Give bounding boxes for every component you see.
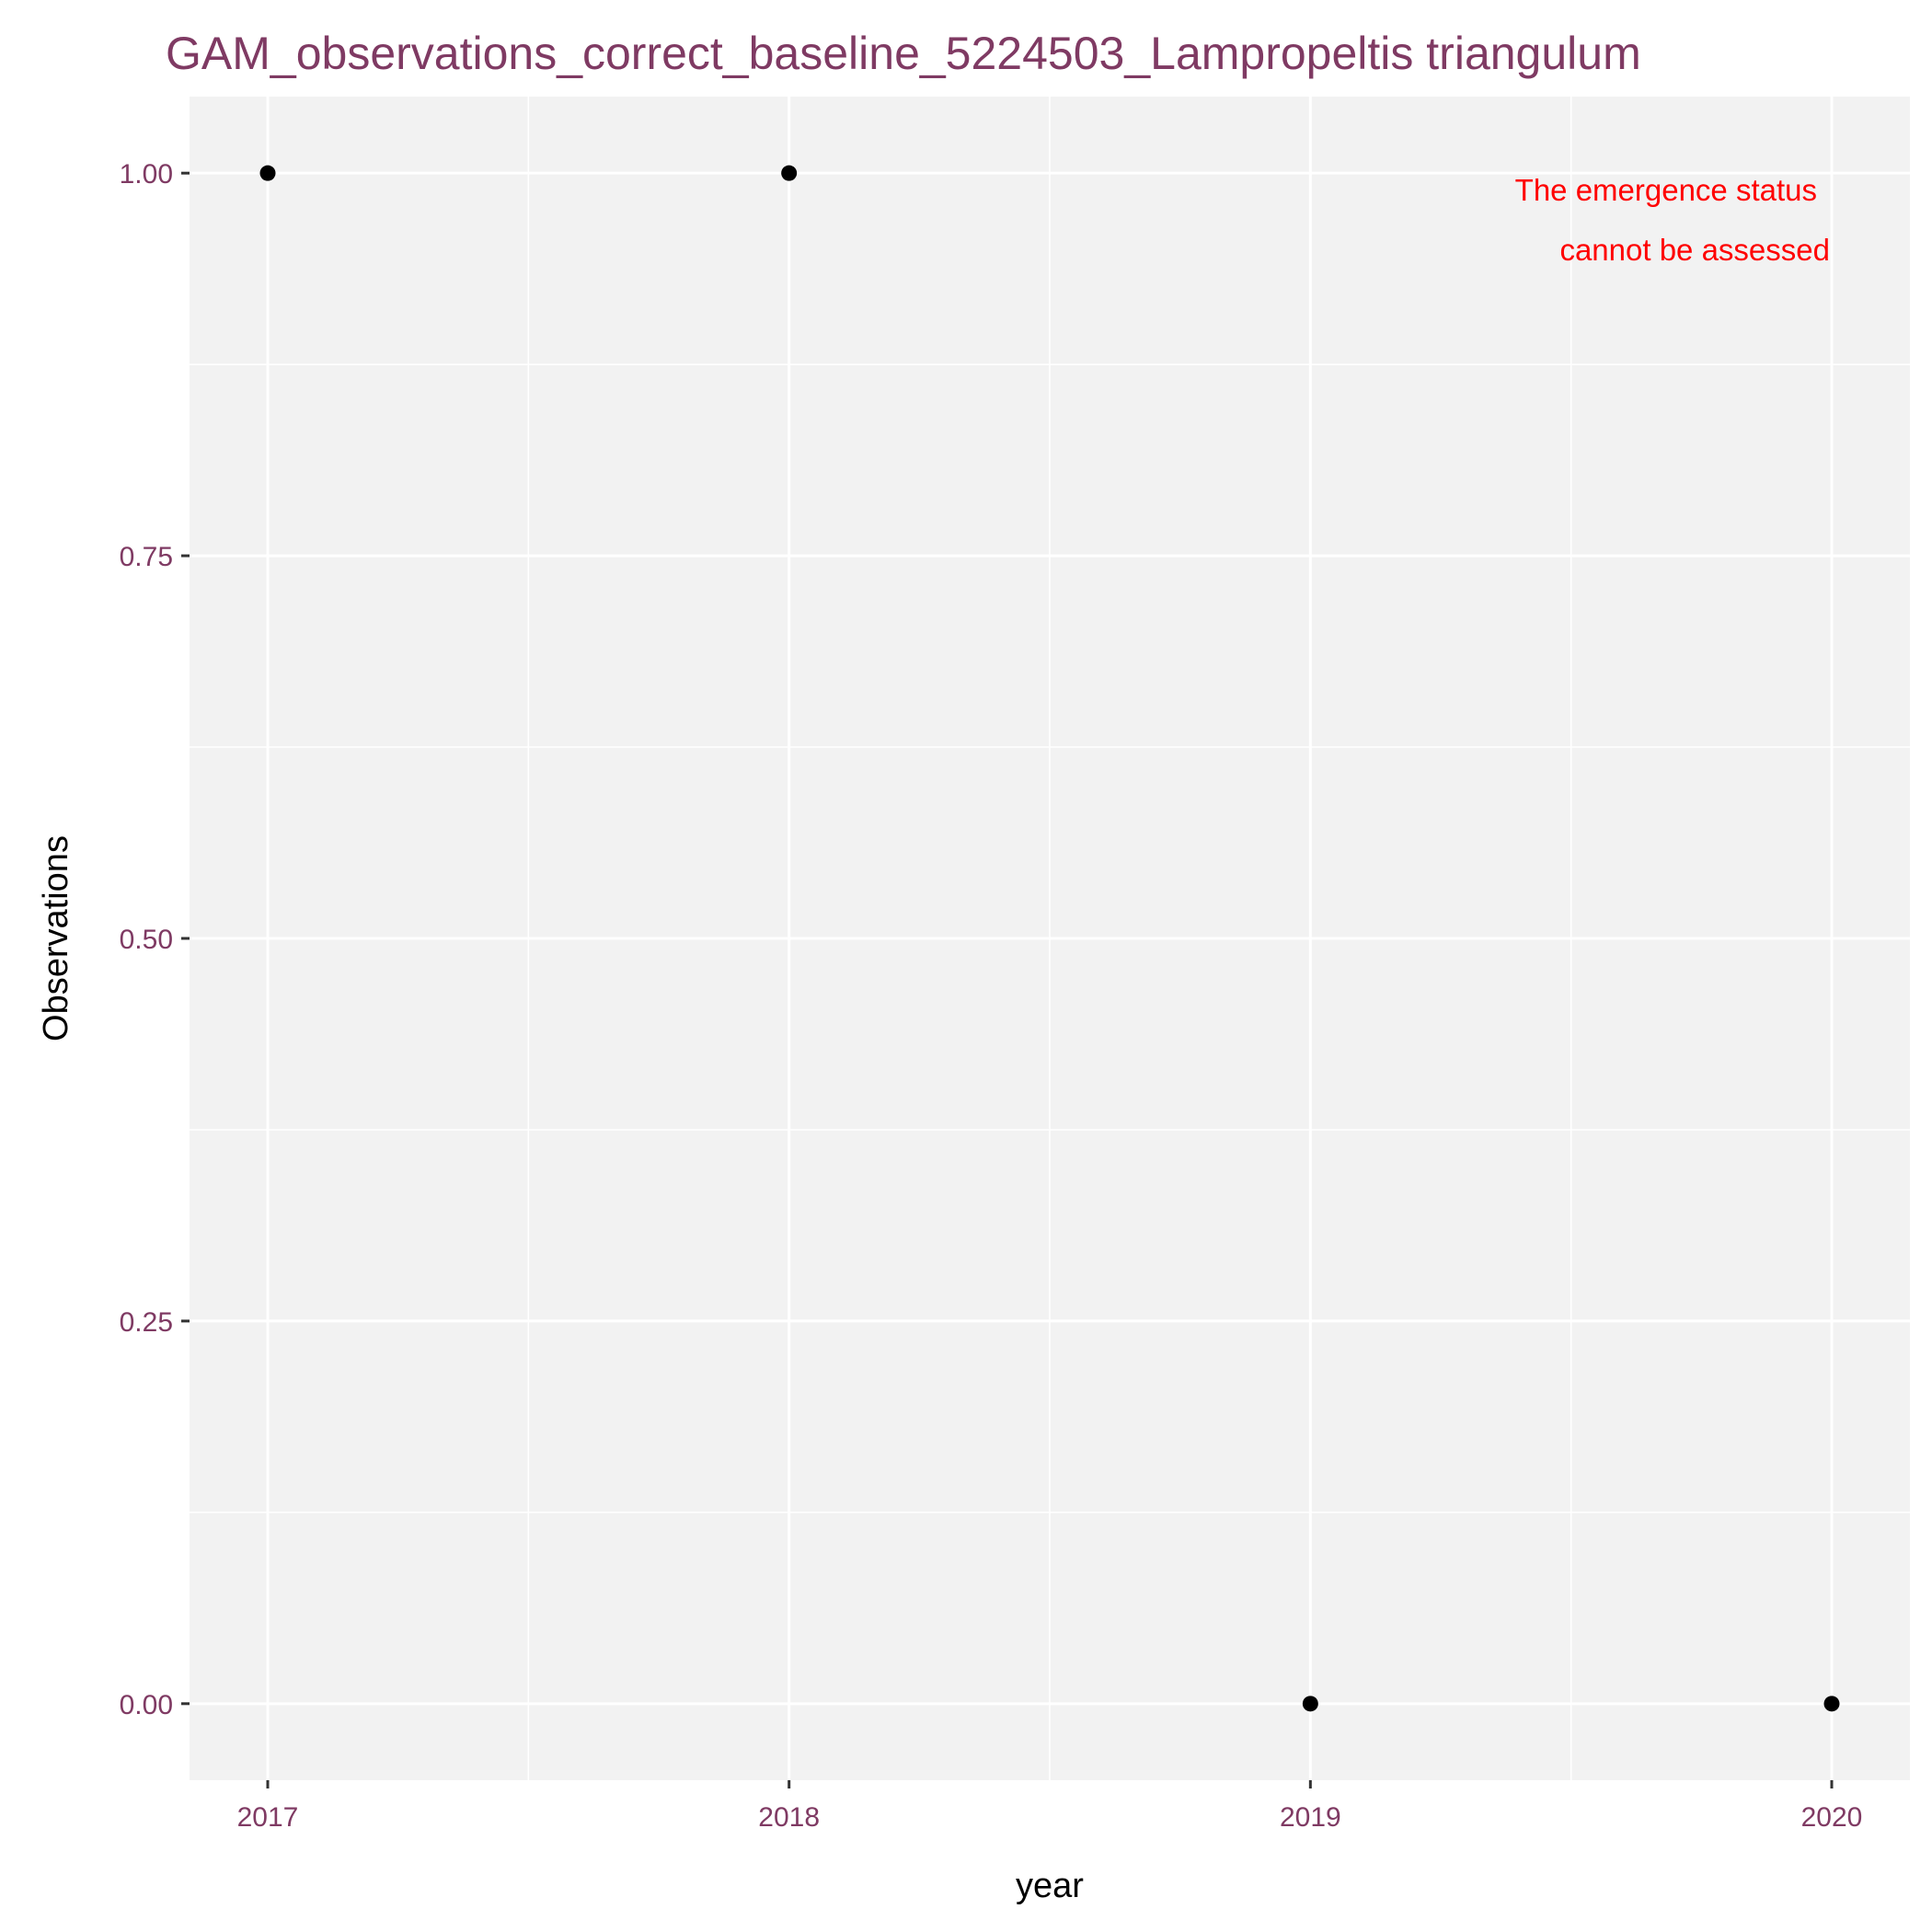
annotation-line-1: The emergence status <box>1515 173 1817 207</box>
y-axis-title: Observations <box>37 835 75 1041</box>
major-gridlines <box>190 97 1910 1780</box>
data-points <box>259 165 1840 1712</box>
data-point <box>1302 1696 1318 1712</box>
x-tick-label: 2020 <box>1801 1802 1863 1833</box>
y-tick-label: 0.00 <box>120 1690 173 1720</box>
x-tick-label: 2018 <box>758 1802 820 1833</box>
x-tick-label: 2017 <box>237 1802 299 1833</box>
y-tick-label: 0.25 <box>120 1307 173 1338</box>
y-tick-label: 0.50 <box>120 925 173 955</box>
data-point <box>1823 1696 1840 1712</box>
annotation-line-2: cannot be assessed <box>1559 233 1830 267</box>
data-point <box>781 165 798 181</box>
y-axis: 0.00 0.25 0.50 0.75 1.00 <box>120 159 190 1720</box>
x-axis-title: year <box>1016 1867 1084 1905</box>
x-axis: 2017 2018 2019 2020 <box>237 1780 1863 1833</box>
chart-title: GAM_observations_correct_baseline_522450… <box>166 28 1641 79</box>
x-tick-label: 2019 <box>1280 1802 1341 1833</box>
data-point <box>259 165 276 181</box>
y-tick-label: 1.00 <box>120 159 173 190</box>
y-tick-label: 0.75 <box>120 542 173 572</box>
